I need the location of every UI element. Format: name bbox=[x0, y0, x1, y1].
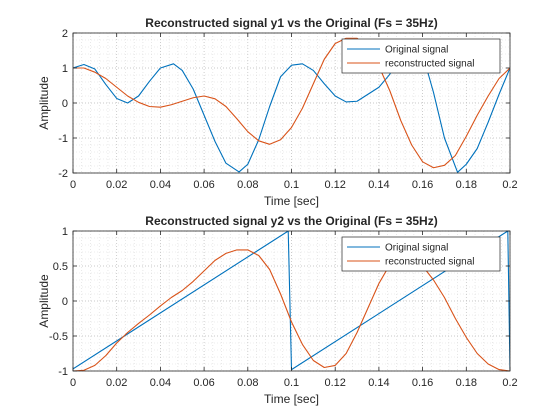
x-tick-label: 0.06 bbox=[193, 377, 214, 389]
y-tick-label: 2 bbox=[62, 28, 68, 40]
x-tick-label: 0.12 bbox=[324, 377, 345, 389]
series-line-reconstructed bbox=[73, 37, 510, 169]
y-tick-label: 0 bbox=[62, 296, 68, 308]
x-tick-label: 0.04 bbox=[150, 377, 171, 389]
x-tick-label: 0.08 bbox=[237, 377, 258, 389]
y-tick-label: -0.5 bbox=[49, 331, 68, 343]
x-tick-label: 0.16 bbox=[412, 377, 433, 389]
ticks bbox=[72, 230, 511, 372]
x-tick-label: 0.18 bbox=[456, 179, 477, 191]
legend: Original signal reconstructed signal bbox=[341, 236, 501, 272]
legend-label: reconstructed signal bbox=[385, 257, 475, 268]
x-tick-label: 0.02 bbox=[106, 179, 127, 191]
y-tick-label: -1 bbox=[58, 133, 68, 145]
x-tick-label: 0.18 bbox=[456, 377, 477, 389]
chart-title: Reconstructed signal y1 vs the Original … bbox=[145, 16, 437, 30]
y-axis-label: Amplitude bbox=[37, 274, 51, 328]
legend-box bbox=[341, 236, 501, 272]
y-tick-label: 1 bbox=[62, 226, 68, 238]
x-tick-label: 0.16 bbox=[412, 179, 433, 191]
x-tick-label: 0.08 bbox=[237, 179, 258, 191]
x-tick-label: 0.14 bbox=[368, 179, 389, 191]
series-line-reconstructed bbox=[73, 249, 510, 371]
legend-label: Original signal bbox=[385, 45, 448, 56]
x-tick-label: 0.04 bbox=[150, 179, 171, 191]
x-tick-label: 0.2 bbox=[502, 377, 517, 389]
x-tick-label: 0.14 bbox=[368, 377, 389, 389]
legend-label: reconstructed signal bbox=[385, 59, 475, 70]
subplot-1: 0 0.02 0.04 0.06 0.08 0.1 0.12 0.14 0.16 0.18 0.2 -… bbox=[37, 16, 518, 208]
y-tick-label: 0 bbox=[62, 98, 68, 110]
legend-label: Original signal bbox=[385, 243, 448, 254]
x-tick-label: 0.02 bbox=[106, 377, 127, 389]
chart-title: Reconstructed signal y2 vs the Original … bbox=[145, 214, 437, 228]
y-axis-label: Amplitude bbox=[37, 76, 51, 130]
legend-box bbox=[341, 38, 501, 74]
y-tick-label: 0.5 bbox=[53, 261, 68, 273]
x-tick-label: 0 bbox=[70, 179, 76, 191]
series-line-original bbox=[73, 40, 510, 173]
x-tick-label: 0.12 bbox=[324, 179, 345, 191]
x-axis-label: Time [sec] bbox=[264, 194, 319, 208]
series-group bbox=[73, 37, 510, 173]
x-axis-label: Time [sec] bbox=[264, 392, 319, 406]
x-tick-label: 0.1 bbox=[284, 377, 299, 389]
x-tick-label: 0.1 bbox=[284, 179, 299, 191]
x-tick-label: 0.2 bbox=[502, 179, 517, 191]
y-tick-label: 1 bbox=[62, 63, 68, 75]
y-tick-label: -1 bbox=[58, 366, 68, 378]
x-tick-label: 0 bbox=[70, 377, 76, 389]
y-tick-label: -2 bbox=[58, 168, 68, 180]
x-tick-label: 0.06 bbox=[193, 179, 214, 191]
subplot-2: 0 0.02 0.04 0.06 0.08 0.1 0.12 0.14 0.16 0.18 0.2 -… bbox=[37, 214, 518, 406]
ticks bbox=[72, 32, 511, 174]
legend: Original signal reconstructed signal bbox=[341, 38, 501, 74]
